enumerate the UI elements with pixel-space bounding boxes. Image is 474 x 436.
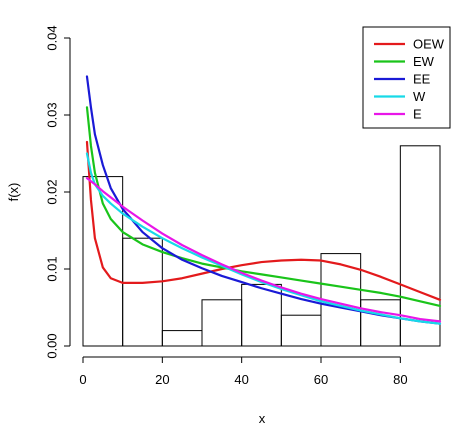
series-line-e <box>85 177 442 323</box>
x-axis-label: x <box>259 411 266 426</box>
histogram-bar-5 <box>280 314 322 347</box>
y-tick-label-0: 0.00 <box>45 333 60 358</box>
histogram-bar-8 <box>399 145 441 347</box>
histogram-bar-2 <box>161 330 203 347</box>
y-tick-label-2: 0.02 <box>45 179 60 204</box>
histogram-bar-1 <box>122 237 163 347</box>
histogram-bar-3 <box>201 299 243 347</box>
legend: OEW EW EE WE <box>362 26 451 129</box>
y-tick-label-1: 0.01 <box>45 256 60 281</box>
x-tick-label-3: 60 <box>314 372 328 387</box>
axes-layer: 0.00 0.01 0.02 0.03 0.04 0 20 40 60 80 <box>45 25 408 387</box>
density-lines-layer <box>85 75 442 325</box>
legend-label-oew: OEW <box>413 37 445 52</box>
histogram-bar-4 <box>241 283 282 347</box>
series-line-w <box>85 152 442 325</box>
histogram-bar-7 <box>360 299 401 347</box>
y-tick-label-3: 0.03 <box>45 102 60 127</box>
x-tick-label-4: 80 <box>393 372 407 387</box>
legend-label-e: E <box>413 107 422 122</box>
x-tick-label-1: 20 <box>155 372 169 387</box>
x-tick-label-0: 0 <box>79 372 86 387</box>
legend-label-w: W <box>413 89 426 104</box>
y-axis-label: f(x) <box>6 183 21 202</box>
legend-label-ee: EE <box>413 72 431 87</box>
series-line-oew <box>85 140 442 301</box>
histogram-layer <box>82 145 441 347</box>
y-tick-label-4: 0.04 <box>45 25 60 50</box>
legend-label-ew: EW <box>413 54 435 69</box>
series-line-ew <box>85 106 442 308</box>
x-tick-label-2: 40 <box>234 372 248 387</box>
